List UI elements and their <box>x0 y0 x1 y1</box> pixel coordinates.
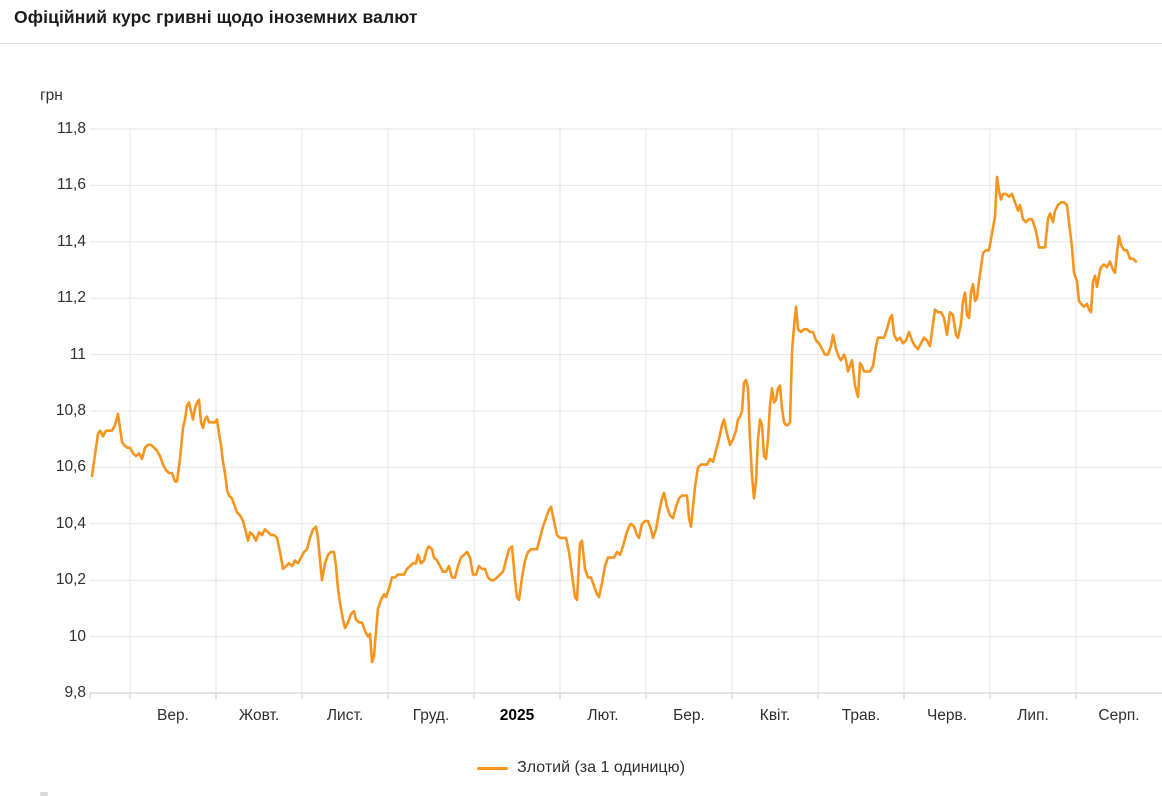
legend-label: Злотий (за 1 одиницю) <box>517 759 685 776</box>
y-tick-label: 10 <box>68 627 86 645</box>
cutoff-element <box>40 792 48 796</box>
y-tick-label: 11 <box>69 345 86 363</box>
y-tick-label: 10,4 <box>55 514 86 532</box>
y-tick-label: 11,2 <box>56 289 86 307</box>
y-tick-label: 10,2 <box>55 571 86 589</box>
page-title: Офіційний курс гривні щодо іноземних вал… <box>14 7 418 27</box>
x-tick-label: Лют. <box>587 707 619 724</box>
y-tick-label: 11,6 <box>56 176 86 194</box>
series-zloty-line <box>90 175 1138 664</box>
y-tick-label: 11,8 <box>56 120 86 137</box>
x-tick-label: Бер. <box>673 707 705 724</box>
x-tick-label: Жовт. <box>238 707 280 724</box>
title-divider <box>0 43 1162 44</box>
y-axis-unit-label: грн <box>40 87 63 104</box>
x-tick-label: Серп. <box>1098 707 1140 724</box>
y-tick-label: 9,8 <box>64 684 86 701</box>
x-tick-label: Квіт. <box>759 707 791 724</box>
legend[interactable]: Злотий (за 1 одиницю) <box>0 759 1162 777</box>
x-tick-label: Вер. <box>157 707 189 724</box>
x-tick-label: Лип. <box>1017 707 1049 724</box>
x-tick-label: Черв. <box>926 707 968 724</box>
legend-line-marker-icon <box>477 766 509 770</box>
y-tick-label: 10,6 <box>55 458 86 476</box>
y-tick-label: 11,4 <box>56 232 86 250</box>
x-tick-label: Груд. <box>412 707 450 724</box>
y-tick-label: 10,8 <box>55 402 86 419</box>
x-tick-label: 2025 <box>499 707 535 724</box>
x-tick-label: Лист. <box>326 707 364 724</box>
x-tick-label: Трав. <box>841 707 881 724</box>
